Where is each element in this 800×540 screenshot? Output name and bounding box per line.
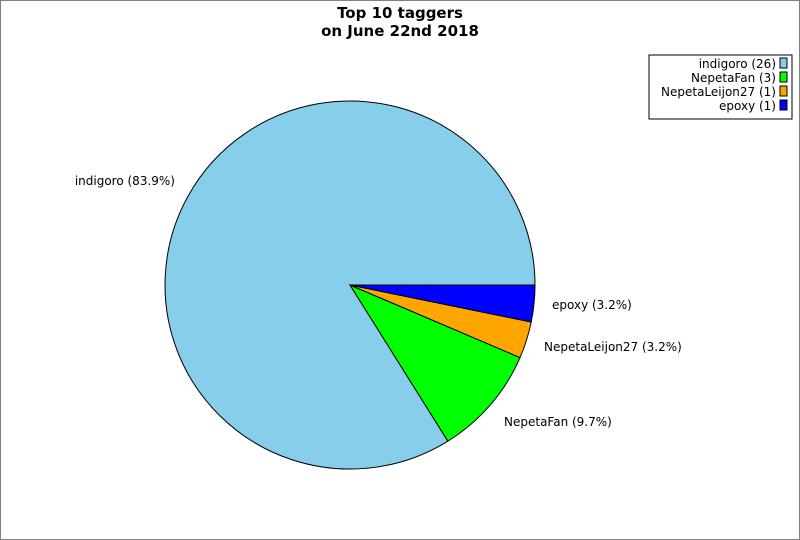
legend-label-indigoro: indigoro (26) [699,57,776,71]
legend-box [648,54,793,120]
legend-swatch-nepetafan [779,71,788,83]
pie-slices [164,100,536,470]
slice-label-nepetafan: NepetaFan (9.7%) [504,415,612,429]
legend: indigoro (26)NepetaFan (3)NepetaLeijon27… [648,54,793,120]
legend-swatch-nepetaleijon27 [779,85,788,97]
legend-swatch-indigoro [779,57,788,69]
slice-label-epoxy: epoxy (3.2%) [552,298,632,312]
legend-label-epoxy: epoxy (1) [719,99,776,113]
pie-slice-nepetafan [348,283,521,442]
legend-swatch-epoxy [779,99,788,111]
chart-title-line-2: on June 22nd 2018 [321,22,479,40]
legend-label-nepetaleijon27: NepetaLeijon27 (1) [661,85,776,99]
chart-title-line-1: Top 10 taggers [337,4,463,22]
legend-label-nepetafan: NepetaFan (3) [691,71,776,85]
pie-slice-labels: indigoro (83.9%) NepetaFan (9.7%) NepetaLe… [75,174,682,429]
slice-label-nepetaleijon27: NepetaLeijon27 (3.2%) [544,340,682,354]
pie-slice-epoxy [349,284,536,323]
slice-label-indigoro: indigoro (83.9%) [75,174,175,188]
